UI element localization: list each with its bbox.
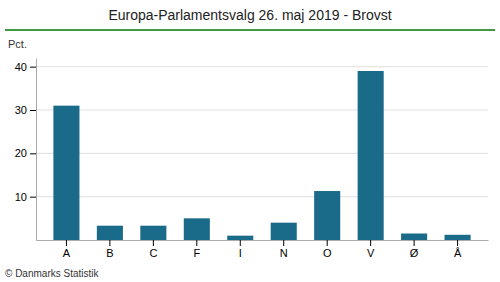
x-tick: I (239, 240, 242, 259)
x-tick-mark (240, 240, 241, 246)
x-tick-label: A (63, 247, 71, 259)
x-tick: Å (454, 240, 462, 259)
chart: 10 20 30 40 A B C F I N O V Ø Å Pct. Europa-Parlamentsv… (0, 0, 500, 282)
x-tick: C (149, 240, 157, 259)
title: Europa-Parlamentsvalg 26. maj 2019 - Bro… (108, 7, 391, 23)
grid-line (36, 153, 488, 154)
y-tick-label: 10 (15, 191, 27, 203)
grid-line (36, 66, 488, 67)
x-axis: ABCFINOVØÅ (37, 240, 489, 259)
y-tick-mark (30, 110, 36, 111)
x-tick: F (193, 240, 200, 259)
x-tick: N (280, 240, 288, 259)
y-tick-label: 20 (15, 147, 27, 159)
bar (271, 223, 297, 240)
y-tick-label: 30 (15, 104, 27, 116)
y-tick: 30 (15, 104, 36, 116)
bar (184, 218, 210, 240)
grid-line (36, 110, 488, 111)
x-tick-label: C (149, 247, 157, 259)
bar (140, 226, 166, 240)
y-axis-line (36, 59, 37, 241)
x-tick-mark (66, 240, 67, 246)
bar (314, 191, 340, 240)
y-tick: 40 (15, 61, 36, 73)
x-tick-mark (196, 240, 197, 246)
bars (53, 71, 470, 240)
bar (53, 106, 79, 240)
x-tick-mark (414, 240, 415, 246)
y-tick: 10 (15, 191, 36, 203)
y-label: Pct. (8, 38, 27, 50)
x-tick-label: I (239, 247, 242, 259)
x-tick-mark (457, 240, 458, 246)
bar (358, 71, 384, 240)
y-tick-mark (30, 153, 36, 154)
x-tick-label: B (106, 247, 113, 259)
grid-line (36, 196, 488, 197)
x-tick-mark (153, 240, 154, 246)
x-tick: B (106, 240, 113, 259)
y-tick-label: 40 (15, 61, 27, 73)
x-tick-label: N (280, 247, 288, 259)
x-tick-mark (327, 240, 328, 246)
title-rule (5, 29, 495, 31)
footer: © Danmarks Statistik (5, 268, 100, 279)
y-tick: 20 (15, 147, 36, 159)
bar (97, 226, 123, 240)
x-tick-label: Ø (410, 247, 419, 259)
x-tick-label: F (193, 247, 200, 259)
x-tick: A (63, 240, 71, 259)
bar (401, 234, 427, 241)
x-tick-mark (109, 240, 110, 246)
x-tick: O (323, 240, 332, 259)
x-tick-label: V (367, 247, 375, 259)
x-tick-label: Å (454, 247, 462, 259)
bar (445, 235, 471, 240)
x-tick-label: O (323, 247, 332, 259)
y-tick-mark (30, 67, 36, 68)
y-axis: 10 20 30 40 (15, 59, 37, 241)
grid (36, 67, 488, 197)
y-tick-mark (30, 197, 36, 198)
x-tick: V (367, 240, 375, 259)
x-axis-line (37, 240, 489, 241)
x-tick: Ø (410, 240, 419, 259)
x-tick-mark (370, 240, 371, 246)
x-tick-mark (283, 240, 284, 246)
bar (227, 236, 253, 240)
